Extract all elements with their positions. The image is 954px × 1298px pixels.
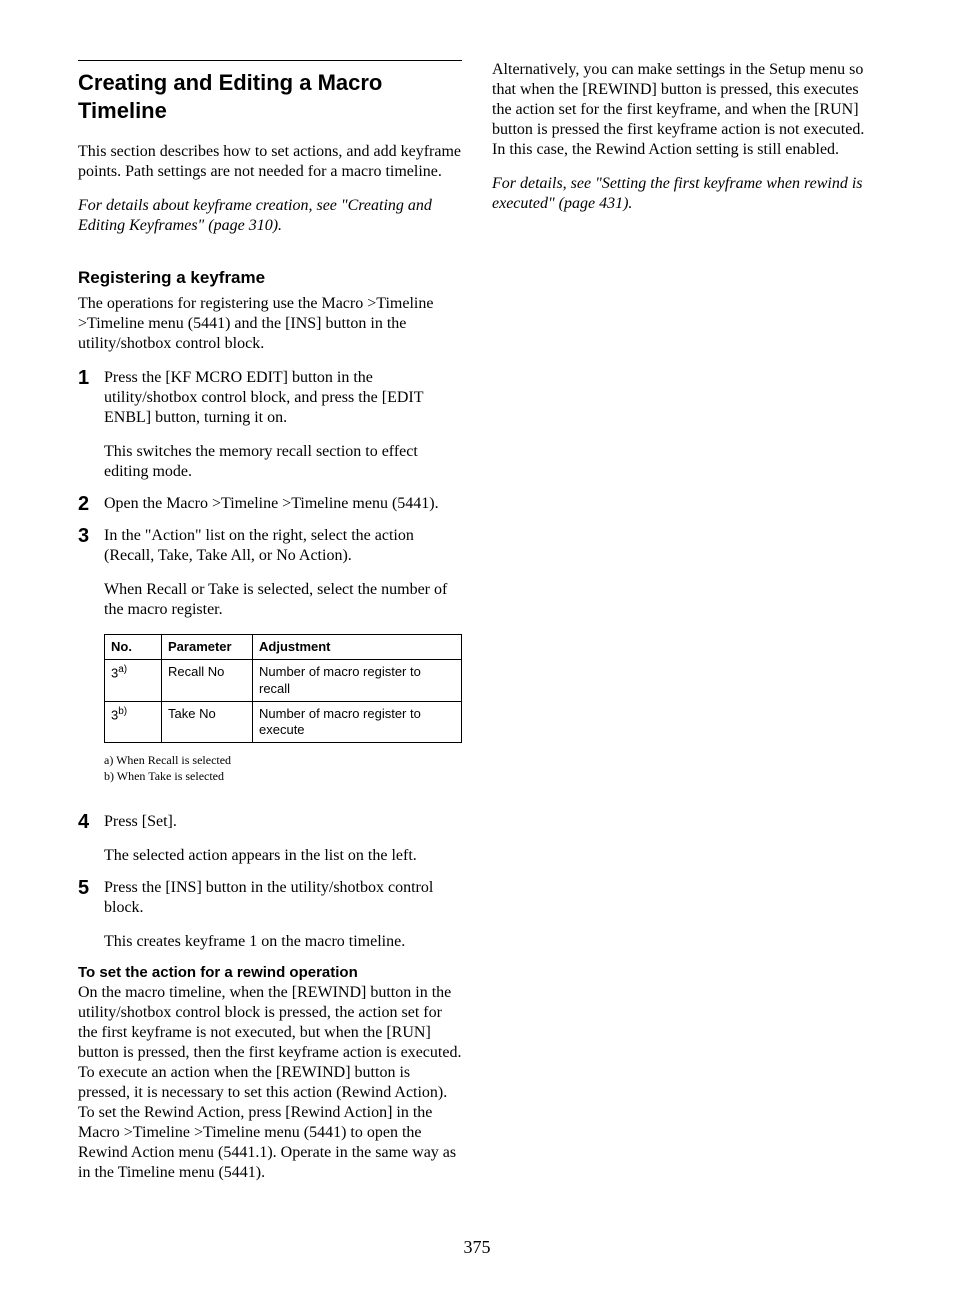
subsection-heading: Registering a keyframe [78,268,462,288]
no-sup: b) [118,706,127,717]
left-column: Creating and Editing a Macro Timeline Th… [78,60,462,1197]
step-text: In the "Action" list on the right, selec… [104,526,462,566]
page: Creating and Editing a Macro Timeline Th… [0,0,954,1298]
table-footnotes: a) When Recall is selected b) When Take … [104,753,462,784]
table-cell-no: 3a) [105,660,162,702]
table-header-row: No. Parameter Adjustment [105,635,462,660]
section-heading: Creating and Editing a Macro Timeline [78,69,462,124]
step-text: When Recall or Take is selected, select … [104,580,462,620]
step-2: 2 Open the Macro >Timeline >Timeline men… [78,494,462,514]
step-body: Press [Set]. The selected action appears… [104,812,462,866]
step-body: Open the Macro >Timeline >Timeline menu … [104,494,462,514]
step-text: Open the Macro >Timeline >Timeline menu … [104,494,462,514]
step-3: 3 In the "Action" list on the right, sel… [78,526,462,800]
table-cell-no: 3b) [105,701,162,743]
step-number: 1 [78,368,104,482]
cross-reference: For details about keyframe creation, see… [78,196,462,236]
table-cell-adj: Number of macro register to recall [253,660,462,702]
intro-paragraph: This section describes how to set action… [78,142,462,182]
cross-reference: For details, see "Setting the first keyf… [492,174,876,214]
table-header: No. [105,635,162,660]
step-body: Press the [INS] button in the utility/sh… [104,878,462,952]
sub-heading: To set the action for a rewind operation [78,964,462,981]
step-4: 4 Press [Set]. The selected action appea… [78,812,462,866]
step-number: 3 [78,526,104,800]
table-cell-adj: Number of macro register to execute [253,701,462,743]
step-number: 2 [78,494,104,514]
step-body: In the "Action" list on the right, selec… [104,526,462,800]
page-number: 375 [78,1237,876,1258]
step-text: This creates keyframe 1 on the macro tim… [104,932,462,952]
step-body: Press the [KF MCRO EDIT] button in the u… [104,368,462,482]
right-paragraph: Alternatively, you can make settings in … [492,60,876,160]
table-cell-param: Take No [162,701,253,743]
table-cell-param: Recall No [162,660,253,702]
table-row: 3b) Take No Number of macro register to … [105,701,462,743]
table-header: Adjustment [253,635,462,660]
step-number: 5 [78,878,104,952]
no-sup: a) [118,664,127,675]
step-1: 1 Press the [KF MCRO EDIT] button in the… [78,368,462,482]
sub-body: On the macro timeline, when the [REWIND]… [78,983,462,1183]
section-rule [78,60,462,61]
footnote-a: a) When Recall is selected [104,753,462,769]
step-text: The selected action appears in the list … [104,846,462,866]
step-5: 5 Press the [INS] button in the utility/… [78,878,462,952]
table-header: Parameter [162,635,253,660]
right-column: Alternatively, you can make settings in … [492,60,876,1197]
step-text: Press the [INS] button in the utility/sh… [104,878,462,918]
step-text: This switches the memory recall section … [104,442,462,482]
step-text: Press the [KF MCRO EDIT] button in the u… [104,368,462,428]
two-column-layout: Creating and Editing a Macro Timeline Th… [78,60,876,1197]
step-number: 4 [78,812,104,866]
parameter-table: No. Parameter Adjustment 3a) Recall No N… [104,634,462,743]
table-row: 3a) Recall No Number of macro register t… [105,660,462,702]
step-text: Press [Set]. [104,812,462,832]
footnote-b: b) When Take is selected [104,769,462,785]
subsection-intro: The operations for registering use the M… [78,294,462,354]
